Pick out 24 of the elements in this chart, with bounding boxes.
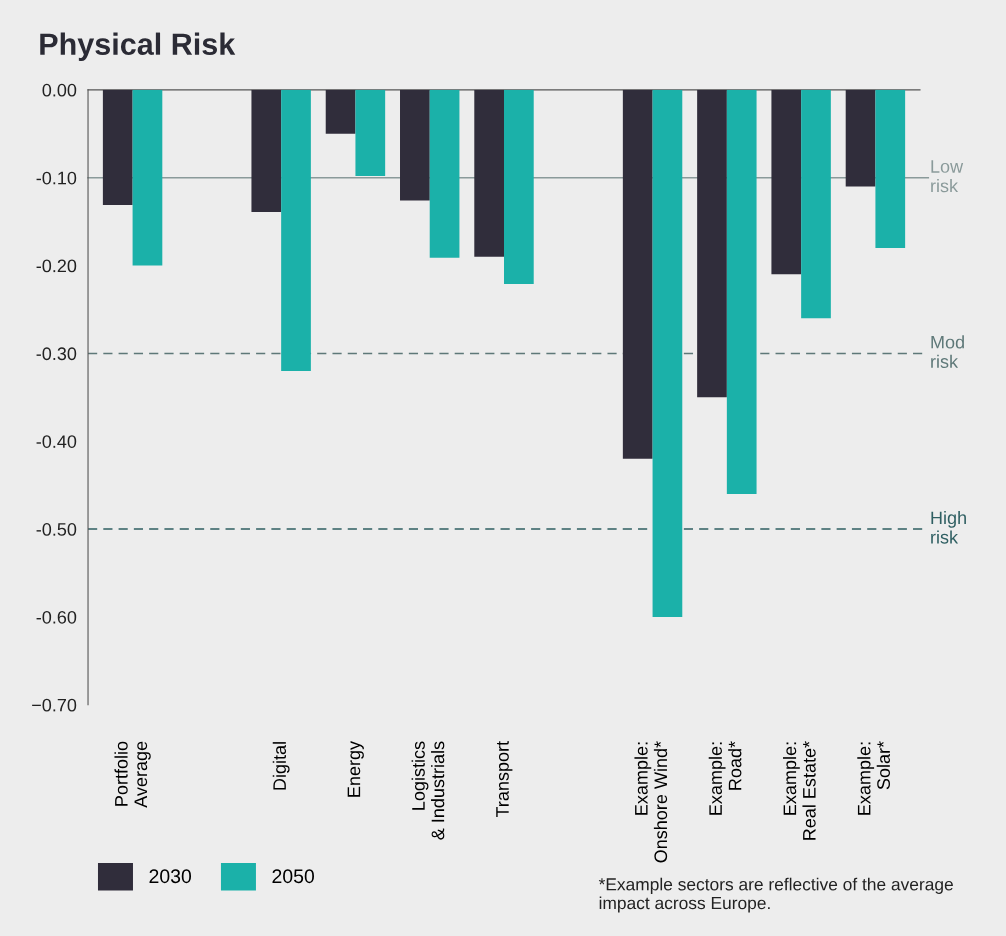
y-tick-label: −0.70: [32, 698, 77, 712]
y-tick-label: -0.60: [36, 610, 77, 624]
ref-line-label: High risk: [931, 510, 966, 544]
x-tick-label: Portfolio Average: [114, 741, 151, 808]
y-tick-label: -0.20: [36, 259, 77, 273]
y-tick-label: -0.40: [36, 435, 77, 448]
x-tick-label: Logistics & Industrials: [411, 741, 445, 840]
y-tick-label: 0.00: [42, 83, 77, 97]
x-tick-label: Energy: [347, 740, 364, 797]
x-tick-label: Example: Solar*: [857, 741, 890, 815]
x-tick-label: Transport: [496, 741, 513, 818]
y-tick-label: -0.30: [36, 347, 77, 361]
legend-label: 2030: [149, 869, 192, 884]
ref-line-label: Mod risk: [931, 335, 964, 368]
chart-title: Physical Risk: [40, 32, 236, 62]
x-tick-label: Example: Road*: [708, 741, 742, 815]
text: *Example sectors are reflective of the average impact across Europe.: [598, 877, 953, 913]
x-tick-label: Digital: [272, 742, 290, 790]
y-tick-label: -0.50: [36, 523, 77, 536]
ref-line-label: Low risk: [931, 160, 964, 193]
x-tick-label: Example: Real Estate*: [783, 741, 816, 840]
y-tick-label: -0.10: [36, 171, 77, 185]
legend-label: 2050: [272, 869, 315, 884]
x-tick-label: Example: Onshore Wind*: [634, 741, 668, 863]
